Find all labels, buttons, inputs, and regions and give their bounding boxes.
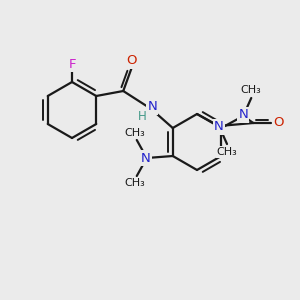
Text: N: N [238, 109, 248, 122]
Text: N: N [141, 152, 151, 164]
Text: CH₃: CH₃ [124, 178, 145, 188]
Text: O: O [126, 55, 136, 68]
Text: CH₃: CH₃ [217, 147, 237, 157]
Text: F: F [68, 58, 76, 70]
Text: H: H [138, 110, 147, 124]
Text: N: N [147, 100, 157, 113]
Text: CH₃: CH₃ [124, 128, 145, 138]
Text: O: O [273, 116, 284, 130]
Text: CH₃: CH₃ [241, 85, 262, 95]
Text: N: N [214, 121, 224, 134]
